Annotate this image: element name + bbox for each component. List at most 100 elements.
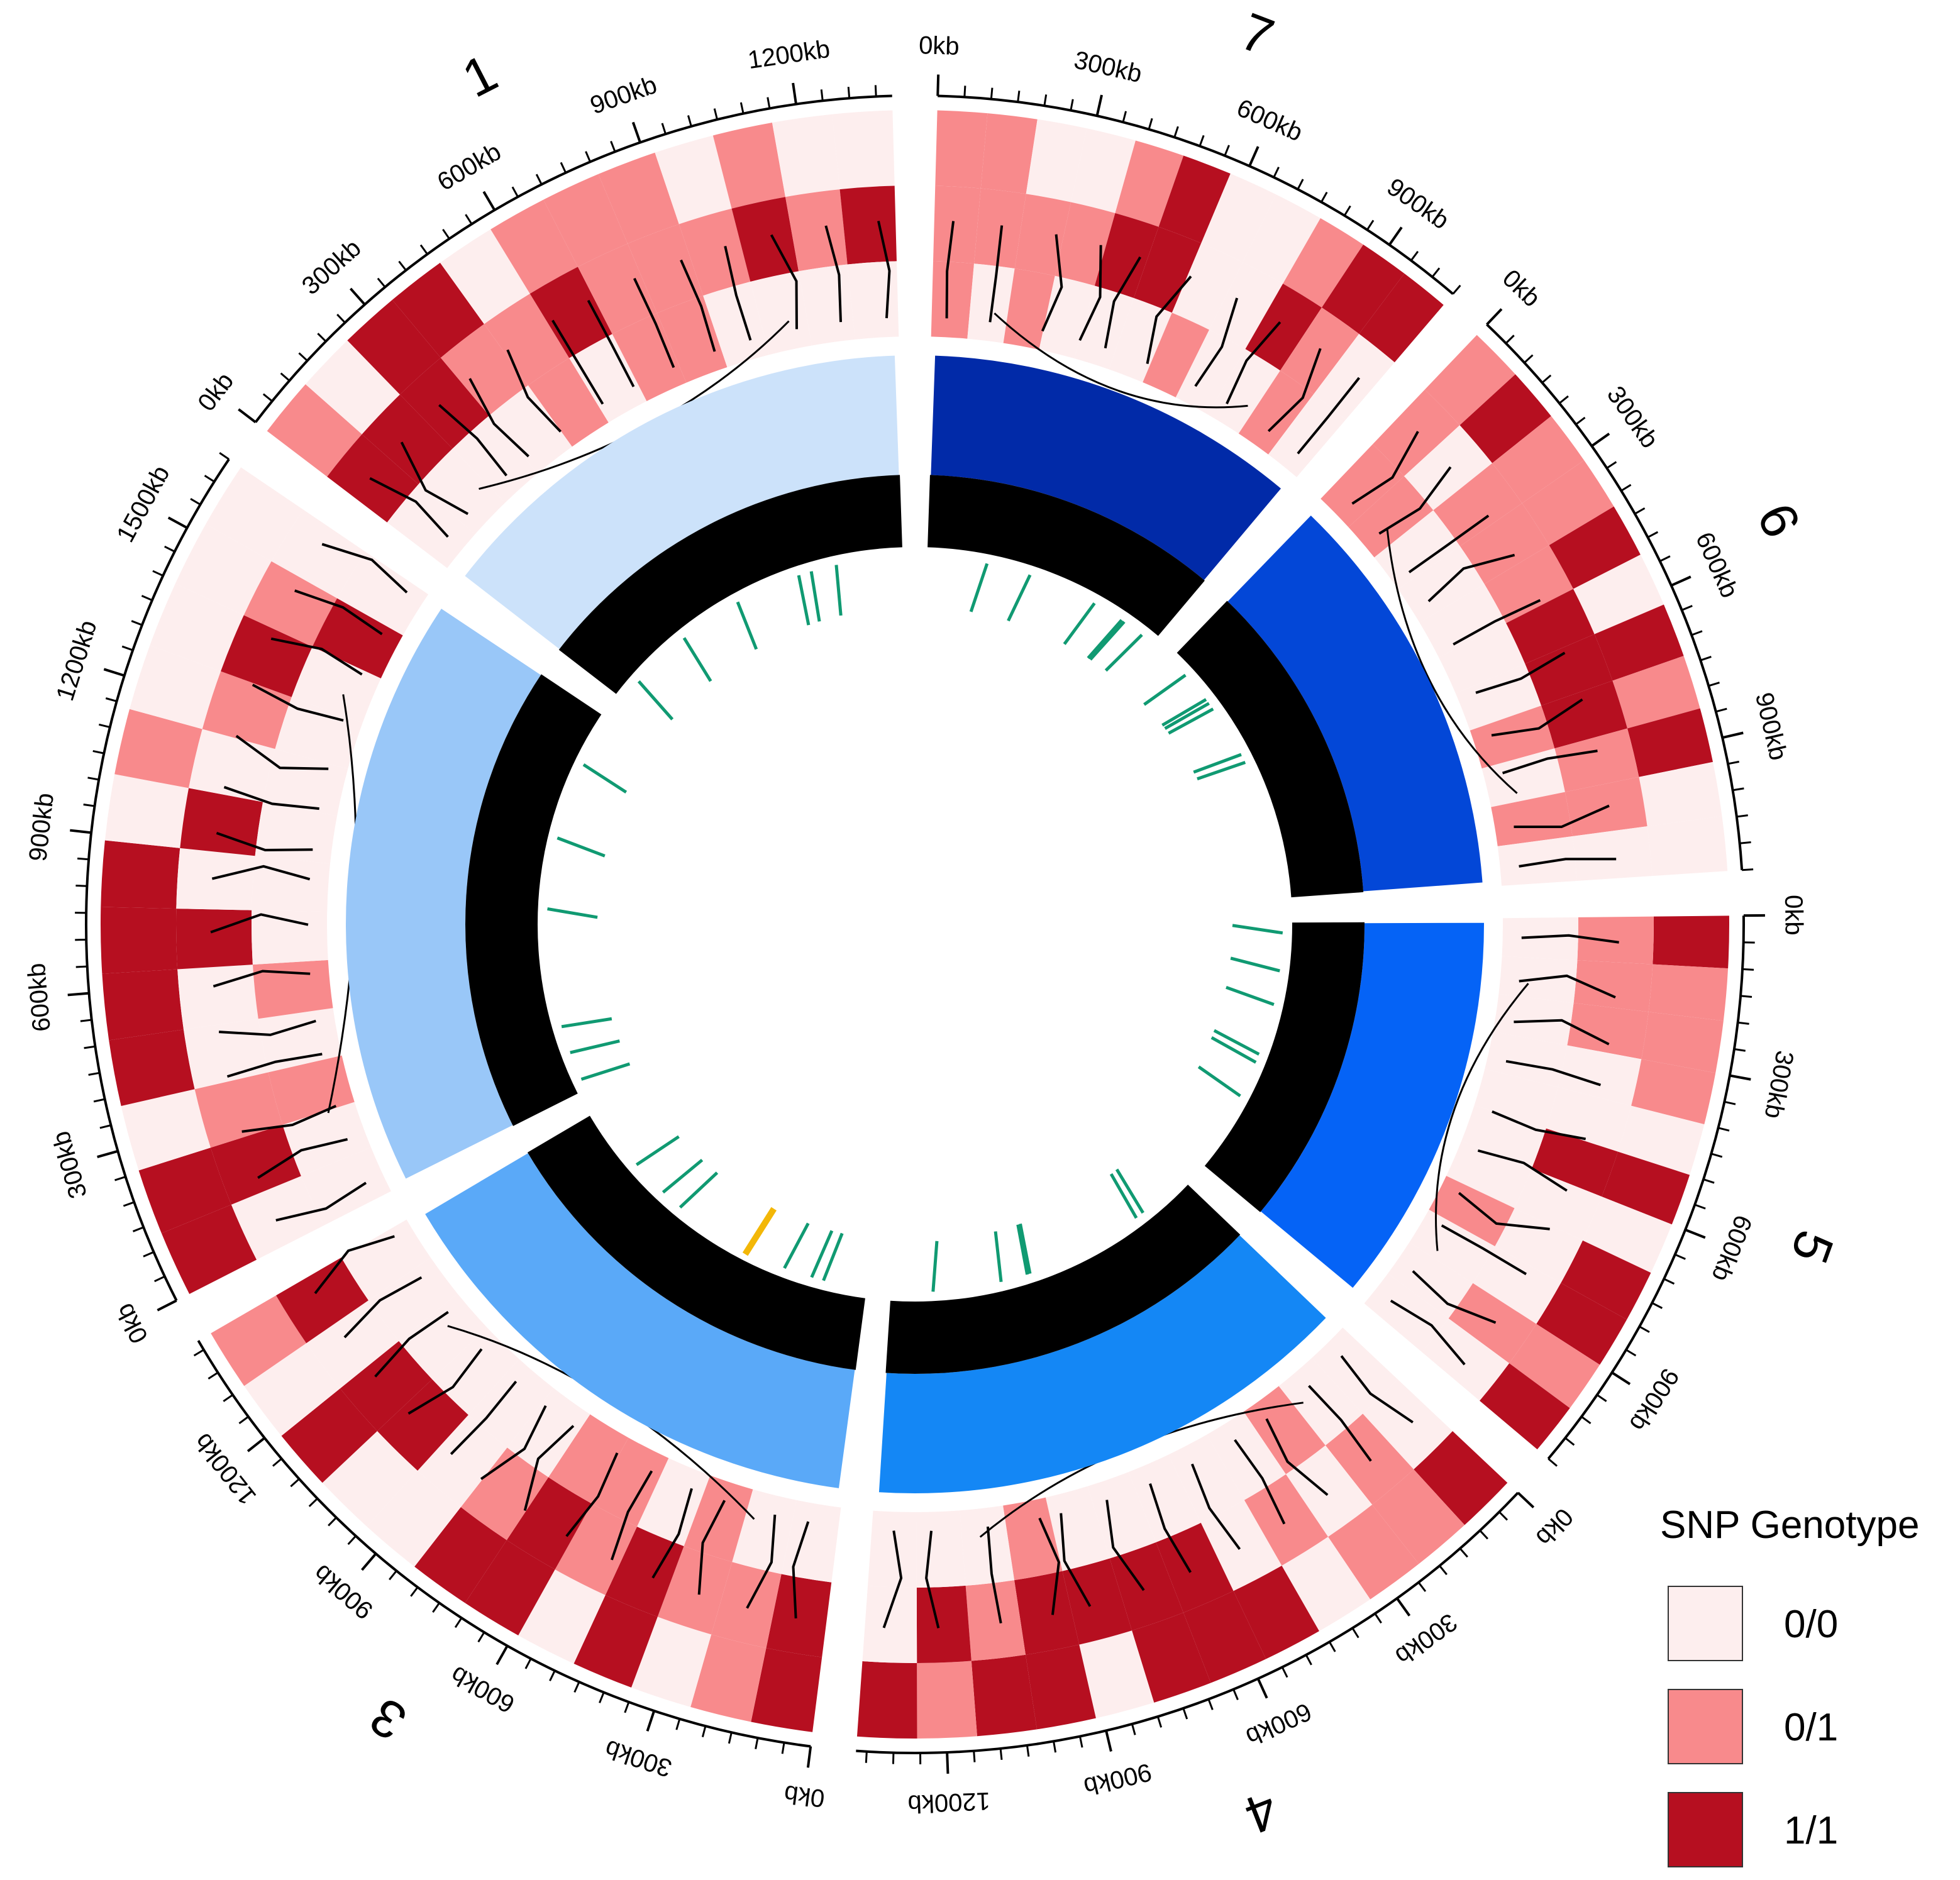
minor-tick-chr1-650 — [512, 187, 518, 197]
chromosome-label-7: 7 — [1233, 1, 1282, 67]
genotype-cell-chr4-t2-12 — [862, 1586, 917, 1663]
marker-chr2-5 — [584, 765, 626, 792]
marker-chr7-2 — [1008, 575, 1030, 621]
tick-label-chr2-600: 600kb — [23, 962, 56, 1032]
tick-label-chr7-300: 300kb — [1071, 46, 1144, 88]
legend-swatch-11 — [1668, 1792, 1743, 1867]
minor-tick-chr3-350 — [625, 1702, 629, 1713]
tick-label-chr3-600: 600kb — [446, 1661, 519, 1718]
chromosome-label-6: 6 — [1746, 494, 1812, 546]
minor-tick-chr4-950 — [1080, 1737, 1082, 1748]
minor-tick-chr1-200 — [318, 333, 326, 341]
minor-tick-chr7-800 — [1344, 206, 1350, 215]
minor-tick-chr7-100 — [991, 88, 992, 99]
major-tick-chr7-600 — [1249, 147, 1258, 166]
major-tick-chr5-900 — [1612, 1373, 1631, 1384]
genotype-cell-chr4-t1-10 — [972, 1655, 1037, 1736]
minor-tick-chr4-350 — [1375, 1613, 1381, 1623]
minor-tick-chr1-250 — [337, 314, 345, 323]
major-tick-chr2-600 — [68, 993, 89, 995]
genotype-cell-chr1-t3-12 — [848, 261, 899, 339]
minor-tick-chr7-450 — [1175, 126, 1178, 137]
legend-item-11: 1/1 — [1668, 1792, 1944, 1870]
tick-label-chr6-300: 300kb — [1602, 381, 1664, 453]
marker-chr5-5 — [1232, 926, 1283, 933]
minor-tick-chr1-500 — [443, 229, 449, 239]
genotype-cell-chr2-t3-7 — [252, 856, 330, 912]
marker-chr5-1 — [1231, 958, 1280, 971]
genotype-cell-chr7-t1-1 — [935, 110, 987, 188]
minor-tick-chr3-100 — [756, 1738, 758, 1749]
tick-label-chr3-900: 900kb — [308, 1559, 378, 1624]
genotype-cell-chr2-t1-5 — [102, 969, 184, 1040]
genotype-cell-chr2-t3-6 — [252, 910, 328, 965]
tick-label-chr7-900: 900kb — [1382, 173, 1454, 235]
tick-label-chr7-0: 0kb — [919, 31, 960, 60]
minor-tick-chr5-250 — [1734, 1049, 1746, 1051]
minor-tick-chr5-100 — [1742, 969, 1754, 970]
minor-tick-chr2-1350 — [141, 596, 152, 600]
minor-tick-chr3-700 — [455, 1618, 462, 1627]
minor-tick-chr6-1100 — [1740, 843, 1751, 844]
minor-tick-chr2-1450 — [165, 546, 175, 551]
genotype-cell-chr4-t3-11 — [917, 1510, 966, 1588]
minor-tick-chr6-100 — [1524, 355, 1532, 363]
minor-tick-chr1-100 — [281, 373, 290, 381]
minor-tick-chr3-150 — [729, 1732, 731, 1744]
major-tick-chr6-600 — [1671, 577, 1691, 585]
legend-label-11: 1/1 — [1784, 1808, 1838, 1853]
minor-tick-chr2-1100 — [99, 724, 109, 727]
marker-track — [548, 563, 1283, 1291]
minor-tick-chr6-450 — [1635, 508, 1645, 514]
marker-chr1-2 — [811, 572, 819, 622]
minor-tick-chr3-750 — [433, 1603, 439, 1612]
marker-chr6-5 — [1193, 755, 1241, 772]
minor-tick-chr2-1150 — [106, 699, 116, 702]
minor-tick-chr2-450 — [89, 1073, 100, 1075]
minor-tick-chr6-750 — [1700, 656, 1711, 660]
major-tick-chr3-1200 — [248, 1438, 265, 1451]
minor-tick-chr3-850 — [389, 1571, 396, 1579]
marker-chr1-5 — [738, 602, 756, 649]
major-tick-chr2-900 — [70, 831, 91, 833]
minor-tick-chr1-700 — [536, 174, 541, 184]
minor-tick-chr6-800 — [1708, 683, 1719, 686]
minor-tick-chr2-250 — [115, 1177, 126, 1180]
minor-tick-chr6-1000 — [1733, 788, 1744, 790]
tick-label-chr1-300: 300kb — [297, 234, 367, 300]
minor-tick-chr2-1300 — [131, 621, 142, 625]
minor-tick-chr1-550 — [465, 214, 472, 224]
genotype-cell-chr7-t2-1 — [933, 185, 981, 263]
tick-label-chr2-1500: 1500kb — [111, 461, 175, 546]
minor-tick-chr2-500 — [84, 1046, 96, 1048]
minor-tick-chr2-1050 — [93, 751, 104, 753]
major-tick-chr6-300 — [1592, 434, 1609, 446]
marker-chr2-1 — [570, 1041, 620, 1053]
marker-chr7-1 — [971, 563, 987, 612]
minor-tick-chr7-750 — [1321, 192, 1327, 202]
tick-label-chr6-0: 0kb — [1497, 264, 1546, 312]
major-tick-chr4-1200 — [947, 1752, 948, 1774]
tick-label-chr1-900: 900kb — [587, 71, 660, 120]
tick-label-chr5-900: 900kb — [1624, 1363, 1684, 1435]
tick-label-chr2-1200: 1200kb — [51, 617, 102, 704]
minor-tick-chr3-1100 — [291, 1479, 299, 1486]
minor-tick-chr6-950 — [1728, 761, 1739, 763]
tick-label-chr5-600: 600kb — [1706, 1211, 1757, 1285]
genotype-cell-chr7-t3-1 — [931, 261, 974, 338]
minor-tick-chr7-700 — [1298, 179, 1303, 189]
minor-tick-chr7-250 — [1071, 99, 1073, 111]
minor-tick-chr7-400 — [1149, 118, 1152, 129]
minor-tick-chr1-1050 — [714, 109, 717, 119]
minor-tick-chr1-1150 — [768, 97, 770, 109]
minor-tick-chr5-500 — [1703, 1180, 1714, 1183]
genotype-cell-chr4-t2-11 — [917, 1586, 972, 1663]
minor-tick-chr2-150 — [133, 1227, 143, 1232]
minor-tick-chr7-550 — [1225, 145, 1229, 156]
marker-chr3-2 — [680, 1173, 717, 1207]
minor-tick-chr4-650 — [1234, 1689, 1238, 1700]
minor-tick-chr3-1400 — [194, 1350, 204, 1356]
major-tick-chr3-300 — [648, 1711, 655, 1731]
genotype-cell-chr1-t1-12 — [832, 110, 894, 189]
chromosome-label-4: 4 — [1237, 1780, 1286, 1846]
